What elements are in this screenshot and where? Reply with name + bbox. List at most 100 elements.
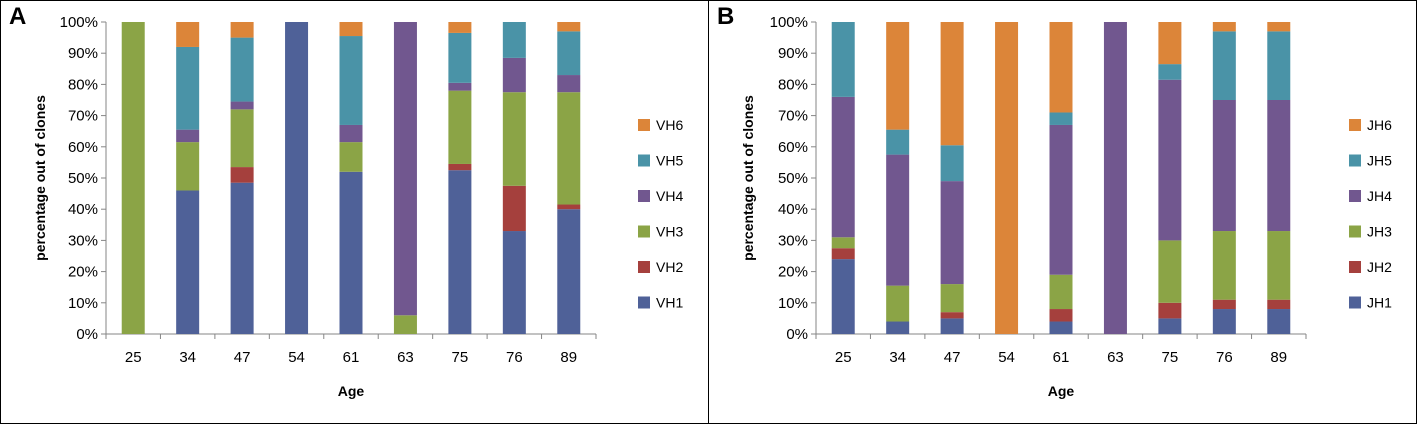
x-tick-label: 61 [1053,349,1070,366]
y-tick-label: 70% [778,108,808,125]
bar-segment-vh2 [502,185,526,232]
bar-segment-vh1 [339,171,363,334]
bar-segment-jh2 [1158,302,1182,319]
legend-swatch-jh4 [1349,190,1361,202]
bar-segment-jh1 [1049,321,1073,334]
bar-segment-vh3 [176,142,200,191]
bar-segment-jh4 [1049,124,1073,275]
bar-segment-jh6 [1158,22,1182,65]
y-axis-title: percentage out of clones [32,95,48,261]
legend-label-jh3: JH3 [1367,224,1392,240]
x-tick-label: 34 [889,349,906,366]
bar-segment-jh3 [940,284,964,313]
bar-segment-vh3 [230,109,254,168]
bar-segment-jh5 [1049,112,1073,125]
bar-segment-jh5 [1158,64,1182,80]
bar-segment-vh6 [557,22,581,32]
bar-segment-vh4 [339,124,363,143]
bar-segment-jh2 [1267,299,1291,310]
bar-segment-vh3 [448,90,472,164]
y-tick-label: 80% [778,76,808,93]
legend-swatch-jh5 [1349,154,1361,167]
x-tick-label: 76 [506,349,523,366]
y-tick-label: 90% [778,45,808,62]
legend-label-vh3: VH3 [656,224,683,240]
legend-label-vh1: VH1 [656,295,683,311]
legend-label-jh6: JH6 [1367,117,1392,133]
bar-segment-jh3 [886,285,910,322]
legend-label-jh2: JH2 [1367,259,1392,275]
bar-segment-vh6 [339,22,363,37]
bar-segment-vh3 [502,92,526,186]
bar-segment-jh5 [886,129,910,155]
y-tick-label: 30% [778,232,808,249]
chart-a-svg: 0% 10% 20% 30% 40% 50% 60% 70% 80% 90% 100% 25 34 47 5… [32,14,683,399]
legend-label-vh6: VH6 [656,117,683,133]
x-tick-label: 47 [944,349,961,366]
bar-segment-jh1 [1212,309,1236,334]
bar-segment-vh4 [448,82,472,91]
bar-segment-jh6 [995,22,1019,334]
bar-segment-vh4 [176,129,200,143]
x-axis-title: Age [338,383,365,399]
bar-segment-vh4 [557,75,581,93]
legend-swatch-jh3 [1349,225,1361,238]
legend-swatch-jh1 [1349,296,1361,309]
y-tick-label: 100% [60,14,98,31]
bar-segment-jh1 [1158,318,1182,334]
y-tick-label: 10% [778,295,808,312]
bar-segment-jh2 [831,248,855,260]
bar-segment-jh3 [831,237,855,249]
bar-segment-jh5 [1212,31,1236,100]
x-tick-label: 25 [835,349,852,366]
bar-segment-vh1 [176,190,200,334]
bar-segment-vh5 [339,36,363,125]
bar-segment-vh2 [230,167,254,183]
legend-label-jh1: JH1 [1367,295,1392,311]
bar-segment-vh6 [230,22,254,38]
chart-b-content: 0% 10% 20% 30% 40% 50% 60% 70% 80% 90% 100% 25 34 47 5… [740,14,1307,399]
y-axis-title: percentage out of clones [740,95,756,261]
bar-segment-jh3 [1267,231,1291,300]
bar-segment-jh4 [886,154,910,286]
legend-swatch-vh2 [638,261,650,273]
x-tick-label: 47 [234,349,251,366]
bar-segment-jh3 [1158,240,1182,303]
bar-segment-jh4 [940,181,964,285]
legend-swatch-vh3 [638,225,650,238]
legend-swatch-vh4 [638,190,650,202]
bar-segment-jh3 [1049,274,1073,310]
legend-label-jh5: JH5 [1367,153,1392,169]
bar-segment-vh3 [121,22,145,334]
legend-swatch-vh5 [638,154,650,167]
legend-label-jh4: JH4 [1367,188,1392,204]
bar-segment-vh6 [176,22,200,47]
x-tick-label: 89 [1270,349,1287,366]
panel-label-a: A [9,3,27,30]
chart-panel-a: 0% 10% 20% 30% 40% 50% 60% 70% 80% 90% 100% 25 34 47 5… [0,0,709,424]
x-tick-label: 75 [1162,349,1179,366]
bar-segment-vh4 [393,22,417,316]
bar-segment-vh4 [230,101,254,110]
bar-segment-vh3 [339,142,363,172]
bar-segment-jh5 [831,22,855,97]
bar-segment-jh6 [1212,22,1236,32]
bar-segment-jh6 [886,22,910,130]
y-tick-label: 30% [68,232,98,249]
y-tick-label: 60% [68,139,98,156]
y-tick-label: 40% [68,201,98,218]
legend-swatch-vh1 [638,296,650,309]
bar-segment-jh4 [831,96,855,238]
x-tick-label: 54 [288,349,305,366]
bar-segment-jh6 [940,22,964,146]
legend-swatch-jh2 [1349,261,1361,273]
bar-segment-vh3 [557,92,581,205]
y-tick-label: 100% [770,14,808,31]
bar-segment-jh4 [1158,79,1182,241]
bar-segment-vh3 [393,315,417,334]
y-tick-label: 50% [778,170,808,187]
x-tick-label: 61 [343,349,360,366]
bar-segment-jh2 [1212,299,1236,310]
y-tick-label: 80% [68,76,98,93]
bar-segment-jh5 [1267,31,1291,100]
